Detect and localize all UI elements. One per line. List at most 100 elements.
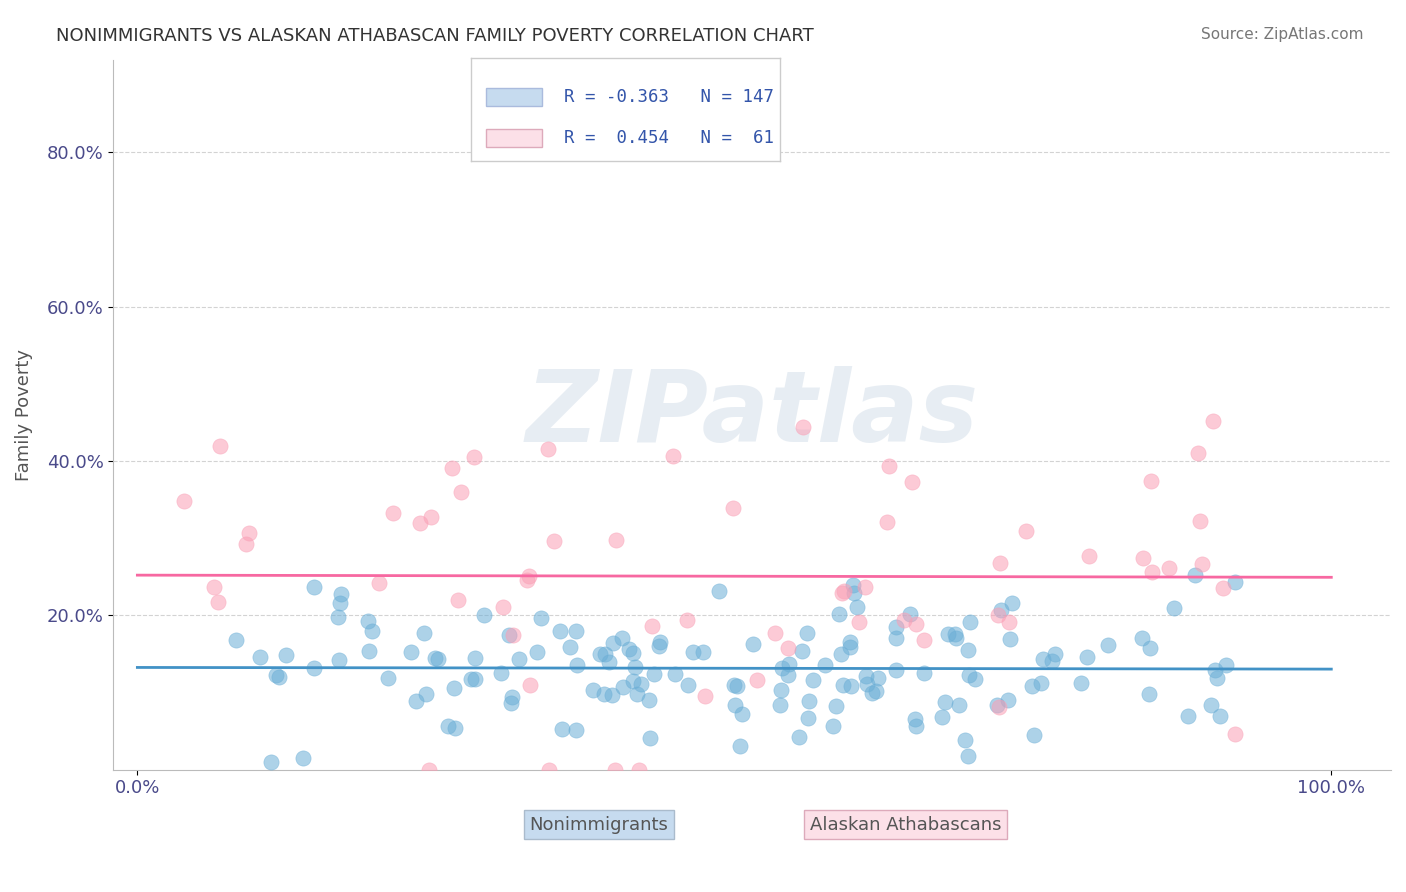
FancyBboxPatch shape xyxy=(486,87,543,106)
Point xyxy=(1130,631,1153,645)
Point xyxy=(464,651,486,665)
Point xyxy=(405,693,427,707)
Point xyxy=(936,627,959,641)
Point xyxy=(648,639,671,653)
Point xyxy=(1132,550,1154,565)
Point xyxy=(423,650,446,665)
Point xyxy=(741,637,763,651)
Point xyxy=(267,670,290,684)
Point xyxy=(560,640,582,654)
Point xyxy=(1043,647,1066,661)
Point xyxy=(778,640,800,655)
Point xyxy=(302,580,325,594)
Point xyxy=(1201,414,1223,428)
Point xyxy=(987,608,1010,623)
Point xyxy=(464,672,486,686)
Point xyxy=(617,642,640,657)
Point xyxy=(1159,560,1181,574)
Point xyxy=(357,644,380,658)
Point xyxy=(209,439,232,453)
Point xyxy=(502,628,524,642)
Point xyxy=(1184,567,1206,582)
Point xyxy=(825,698,848,713)
Point xyxy=(901,475,924,489)
Point xyxy=(676,613,699,627)
Point xyxy=(797,711,820,725)
Point xyxy=(238,525,260,540)
Point xyxy=(447,592,470,607)
Point xyxy=(463,450,485,464)
Point xyxy=(943,627,966,641)
Point xyxy=(1022,728,1045,742)
Point xyxy=(415,688,437,702)
Point xyxy=(768,698,790,712)
Point xyxy=(357,614,380,628)
Point xyxy=(842,578,865,592)
Point xyxy=(770,683,793,698)
Point xyxy=(638,693,661,707)
Point xyxy=(567,658,589,673)
Point xyxy=(249,649,271,664)
Point xyxy=(721,500,744,515)
Point xyxy=(543,533,565,548)
Point xyxy=(582,682,605,697)
Point xyxy=(965,673,987,687)
Point xyxy=(328,653,350,667)
Point xyxy=(1199,698,1222,713)
Point xyxy=(997,693,1019,707)
Point xyxy=(589,648,612,662)
Point xyxy=(443,681,465,695)
Point xyxy=(517,569,540,583)
Point xyxy=(418,763,440,777)
Point xyxy=(593,647,616,661)
Text: Alaskan Athabascans: Alaskan Athabascans xyxy=(810,816,1001,834)
Point xyxy=(450,485,472,500)
Point xyxy=(643,667,665,681)
Point xyxy=(860,686,883,700)
Point xyxy=(914,632,936,647)
Point xyxy=(472,607,495,622)
Point xyxy=(1188,514,1211,528)
Point xyxy=(399,644,422,658)
Point xyxy=(1076,650,1098,665)
Point xyxy=(225,633,247,648)
Point xyxy=(842,585,865,599)
Point xyxy=(814,657,837,672)
Point xyxy=(440,461,463,475)
Point xyxy=(957,643,980,657)
Text: R = -0.363   N = 147: R = -0.363 N = 147 xyxy=(564,88,773,106)
Point xyxy=(489,666,512,681)
FancyBboxPatch shape xyxy=(486,128,543,147)
Point xyxy=(592,688,614,702)
Point xyxy=(1140,566,1163,580)
Point xyxy=(264,668,287,682)
Point xyxy=(526,644,548,658)
Point xyxy=(437,719,460,733)
Point xyxy=(886,619,908,633)
Point xyxy=(630,676,652,690)
Point xyxy=(778,657,800,671)
Point xyxy=(787,730,810,744)
Point xyxy=(797,693,820,707)
Point xyxy=(650,635,672,649)
Point xyxy=(1137,687,1160,701)
Point xyxy=(866,671,889,685)
Point xyxy=(409,516,432,530)
Point xyxy=(381,506,404,520)
Point xyxy=(623,674,645,689)
Point xyxy=(600,689,623,703)
Point xyxy=(326,610,349,624)
Point xyxy=(1191,557,1213,571)
Point xyxy=(1139,474,1161,488)
Point xyxy=(831,585,853,599)
Point xyxy=(664,667,686,681)
Text: Nonimmigrants: Nonimmigrants xyxy=(530,816,668,834)
Point xyxy=(260,755,283,769)
Point xyxy=(839,640,862,655)
Point xyxy=(565,624,588,638)
Point xyxy=(565,723,588,738)
Point xyxy=(612,680,634,694)
Point xyxy=(884,631,907,645)
Text: NONIMMIGRANTS VS ALASKAN ATHABASCAN FAMILY POVERTY CORRELATION CHART: NONIMMIGRANTS VS ALASKAN ATHABASCAN FAMI… xyxy=(56,27,814,45)
Point xyxy=(638,731,661,746)
